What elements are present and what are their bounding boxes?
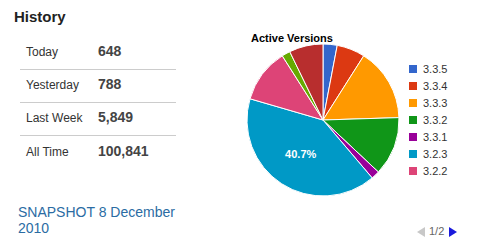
html-text:100,841: 100,841 bbox=[98, 143, 149, 159]
svg-text:40.7%: 40.7% bbox=[285, 148, 316, 160]
html-text:Yesterday: Yesterday bbox=[26, 78, 79, 92]
svg-text:Active Versions: Active Versions bbox=[251, 32, 333, 44]
html-text:648: 648 bbox=[98, 43, 122, 59]
html-text:History: History bbox=[14, 8, 66, 25]
html-text:Today: Today bbox=[26, 45, 58, 59]
html-text:1/2: 1/2 bbox=[429, 225, 445, 237]
svg-text:3.3.4: 3.3.4 bbox=[423, 80, 447, 92]
svg-text:3.3.1: 3.3.1 bbox=[423, 131, 447, 143]
html-text:Last Week: Last Week bbox=[26, 111, 83, 125]
svg-text:3.3.3: 3.3.3 bbox=[423, 97, 447, 109]
svg-text:3.2.3: 3.2.3 bbox=[423, 148, 447, 160]
html-text:All Time: All Time bbox=[26, 145, 69, 159]
svg-text:3.3.2: 3.3.2 bbox=[423, 114, 447, 126]
html-text:788: 788 bbox=[98, 76, 122, 92]
svg-text:3.3.5: 3.3.5 bbox=[423, 63, 447, 75]
svg-text:3.2.2: 3.2.2 bbox=[423, 165, 447, 177]
html-text:SNAPSHOT 8 December 2010: SNAPSHOT 8 December 2010 bbox=[18, 204, 175, 236]
html-text:5,849: 5,849 bbox=[98, 109, 133, 125]
